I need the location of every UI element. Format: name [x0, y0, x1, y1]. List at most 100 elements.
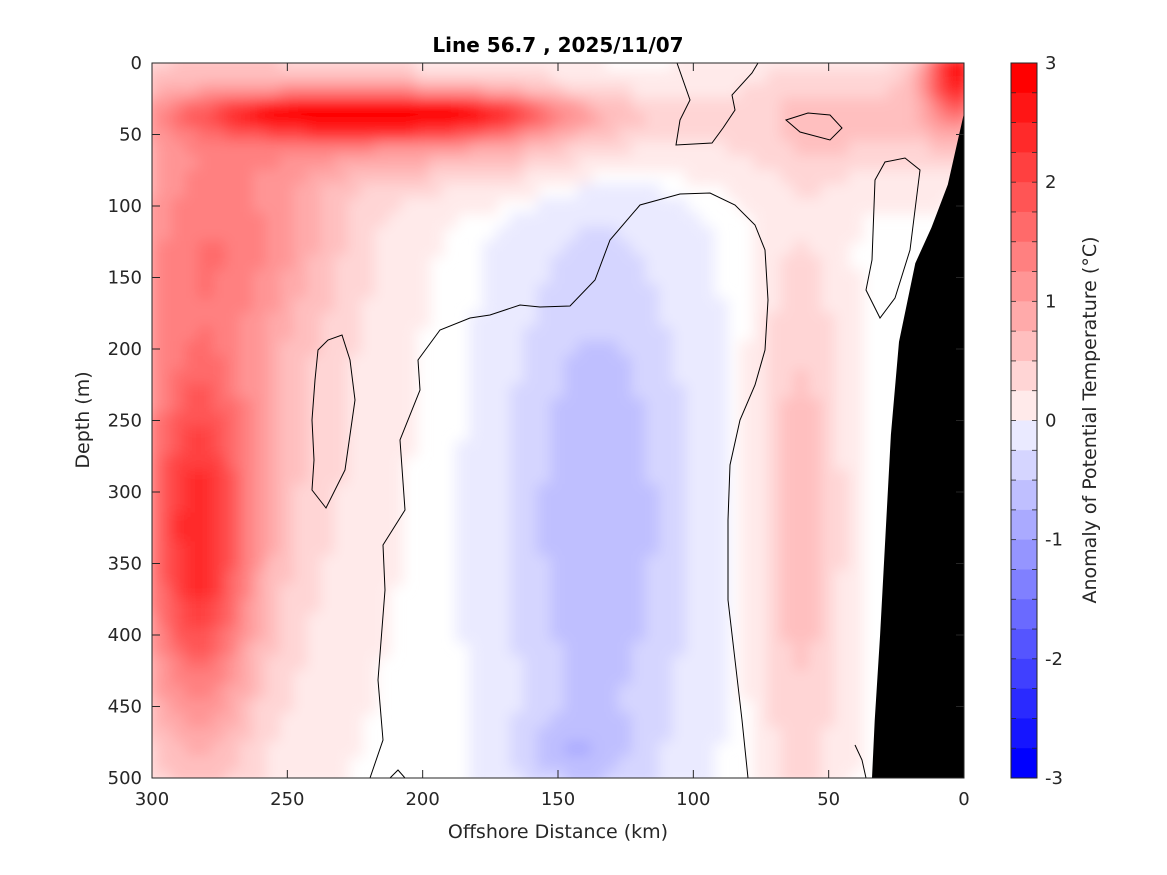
field-cell: [645, 512, 661, 529]
field-cell: [361, 226, 376, 243]
field-cell: [334, 727, 349, 744]
field-cell: [523, 641, 539, 658]
field-cell: [469, 755, 485, 772]
field-cell: [699, 598, 715, 615]
field-cell: [306, 612, 322, 629]
field-cell: [631, 584, 647, 601]
field-cell: [347, 369, 363, 386]
field-cell: [171, 412, 187, 429]
field-cell: [807, 341, 823, 357]
field-cell: [794, 712, 810, 729]
field-cell: [875, 63, 891, 71]
field-cell: [740, 412, 755, 429]
field-cell: [753, 512, 769, 529]
field-cell: [185, 298, 201, 315]
field-cell: [171, 569, 187, 586]
field-cell: [185, 183, 201, 200]
field-cell: [780, 655, 796, 672]
field-cell: [266, 555, 282, 572]
field-cell: [740, 584, 755, 601]
field-cell: [152, 283, 160, 300]
field-cell: [591, 140, 607, 157]
field-cell: [834, 526, 850, 543]
field-cell: [293, 412, 309, 429]
field-cell: [577, 398, 593, 415]
field-cell: [266, 498, 282, 515]
field-cell: [347, 469, 363, 486]
colorbar-tick-label: 1: [1045, 291, 1056, 312]
field-cell: [401, 63, 417, 71]
field-cell: [320, 655, 336, 672]
field-cell: [740, 126, 755, 143]
field-cell: [685, 112, 701, 129]
field-cell: [618, 641, 634, 658]
field-cell: [618, 212, 634, 229]
field-cell: [482, 298, 498, 315]
field-cell: [794, 198, 810, 214]
field-cell: [388, 355, 404, 372]
field-cell: [212, 69, 228, 86]
field-cell: [185, 712, 201, 729]
field-cell: [767, 712, 782, 729]
field-cell: [279, 455, 295, 472]
field-cell: [212, 484, 228, 500]
field-cell: [794, 355, 810, 372]
field-cell: [347, 63, 363, 71]
field-cell: [212, 455, 228, 472]
field-cell: [780, 484, 796, 500]
field-cell: [794, 69, 810, 86]
field-cell: [252, 169, 268, 186]
field-cell: [347, 669, 363, 686]
field-cell: [848, 226, 864, 243]
field-cell: [239, 512, 255, 529]
field-cell: [591, 684, 607, 701]
field-cell: [658, 741, 674, 758]
field-cell: [469, 727, 485, 744]
field-cell: [577, 341, 593, 357]
field-cell: [929, 83, 945, 100]
field-cell: [550, 169, 566, 186]
field-cell: [252, 669, 268, 686]
field-cell: [564, 541, 579, 558]
field-cell: [902, 183, 918, 200]
field-cell: [537, 426, 552, 443]
field-cell: [212, 526, 228, 543]
field-cell: [347, 727, 363, 744]
field-cell: [252, 469, 268, 486]
field-cell: [442, 112, 458, 129]
field-cell: [185, 741, 201, 758]
field-cell: [794, 655, 810, 672]
field-cell: [699, 770, 715, 778]
field-cell: [334, 498, 349, 515]
field-cell: [293, 770, 309, 778]
field-cell: [212, 255, 228, 272]
field-cell: [537, 383, 552, 400]
field-cell: [658, 770, 674, 778]
field-cell: [848, 498, 864, 515]
field-cell: [266, 126, 282, 143]
field-cell: [577, 770, 593, 778]
field-cell: [821, 541, 837, 558]
field-cell: [523, 112, 539, 129]
field-cell: [821, 669, 837, 686]
field-cell: [152, 426, 160, 443]
field-cell: [780, 240, 796, 257]
field-cell: [564, 69, 579, 86]
field-cell: [293, 541, 309, 558]
field-cell: [699, 240, 715, 257]
field-cell: [523, 627, 539, 643]
field-cell: [306, 83, 322, 100]
field-cell: [834, 441, 850, 458]
field-cell: [361, 112, 376, 129]
field-cell: [929, 97, 945, 114]
field-cell: [306, 169, 322, 186]
field-cell: [631, 212, 647, 229]
field-cell: [591, 126, 607, 143]
field-cell: [550, 755, 566, 772]
field-cell: [212, 398, 228, 415]
field-cell: [374, 484, 390, 500]
field-cell: [618, 298, 634, 315]
field-cell: [152, 684, 160, 701]
field-cell: [645, 612, 661, 629]
field-cell: [185, 770, 201, 778]
